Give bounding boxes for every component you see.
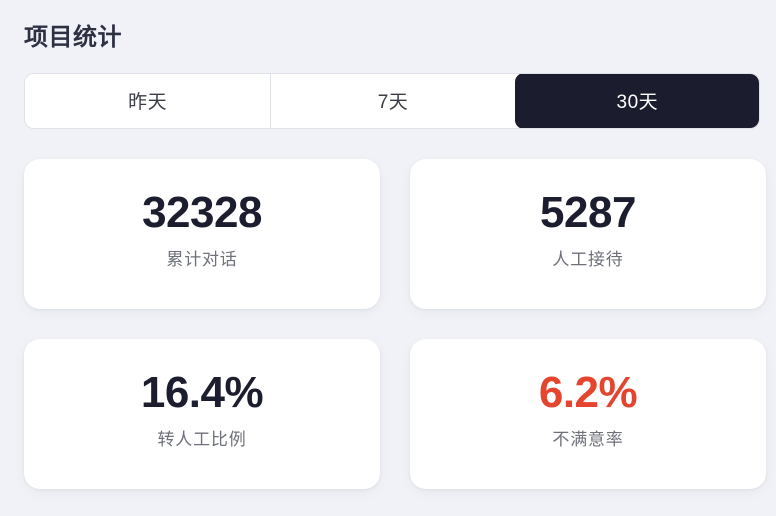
stat-card-dissatisfaction-rate[interactable]: 6.2% 不满意率 [410, 338, 766, 489]
tab-yesterday[interactable]: 昨天 [25, 73, 271, 128]
stat-value-human-handled: 5287 [540, 188, 636, 238]
tab-30days[interactable]: 30天 [514, 73, 759, 128]
stat-card-grid: 32328 累计对话 5287 人工接待 16.4% 转人工比例 6.2% 不满… [24, 158, 766, 489]
stat-card-human-handled[interactable]: 5287 人工接待 [410, 158, 766, 309]
stat-label-human-handled: 人工接待 [552, 250, 624, 270]
tab-30days-label: 30天 [616, 92, 659, 114]
stat-label-transfer-rate: 转人工比例 [157, 430, 247, 450]
time-range-tabs: 昨天 7天 30天 [24, 72, 760, 129]
stat-card-total-conversations[interactable]: 32328 累计对话 [24, 158, 380, 309]
stat-value-total-conversations: 32328 [142, 188, 262, 238]
stat-label-dissatisfaction-rate: 不满意率 [552, 430, 624, 450]
stat-value-dissatisfaction-rate: 6.2% [538, 368, 638, 418]
stat-card-transfer-rate[interactable]: 16.4% 转人工比例 [24, 338, 380, 489]
tab-7days-label: 7天 [377, 92, 409, 114]
page-title: 项目统计 [24, 24, 122, 51]
stat-label-total-conversations: 累计对话 [166, 250, 238, 270]
stat-value-transfer-rate: 16.4% [140, 368, 264, 418]
tab-yesterday-label: 昨天 [128, 92, 168, 114]
tab-7days[interactable]: 7天 [270, 73, 516, 128]
